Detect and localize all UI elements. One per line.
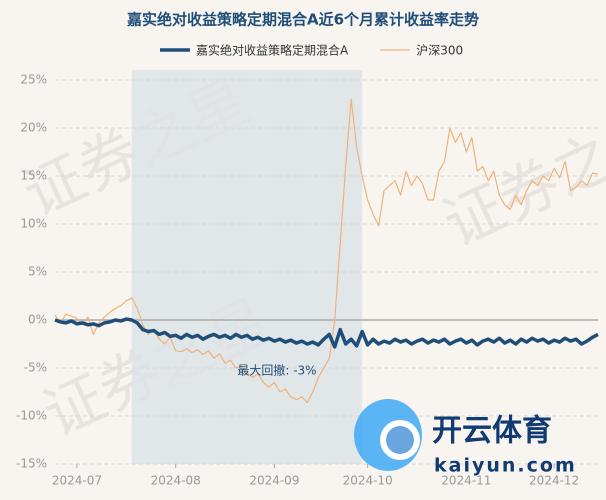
drawdown-label: 最大回撤: -3%: [237, 362, 316, 377]
plot-area: -15% -10% -5% 0% 5% 10% 15% 20% 25% 2024-07 2024-0…: [16, 70, 599, 488]
logo-text: 开云体育: [432, 414, 552, 449]
y-tick-label: -15%: [16, 457, 47, 471]
y-tick-label: 10%: [20, 217, 47, 231]
series-line: [54, 317, 599, 349]
x-tick-label: 2024-12: [529, 474, 579, 488]
chart-title: 嘉实绝对收益策略定期混合A近6个月累计收益率走势: [126, 11, 479, 29]
legend: 嘉实绝对收益策略定期混合A 沪深300: [160, 43, 463, 58]
legend-label: 沪深300: [416, 44, 463, 58]
drawdown-region: [131, 70, 363, 464]
logo-url: kaiyun.com: [434, 455, 577, 477]
y-tick-label: 0%: [28, 313, 47, 327]
y-tick-label: -5%: [24, 361, 47, 375]
y-tick-label: 5%: [28, 265, 47, 279]
x-tick-label: 2024-07: [52, 474, 102, 488]
y-tick-label: -10%: [16, 409, 47, 423]
logo-ball-inner: [386, 426, 414, 454]
legend-label: 嘉实绝对收益策略定期混合A: [196, 43, 349, 58]
x-tick-label: 2024-09: [249, 474, 299, 488]
x-tick-label: 2024-08: [151, 474, 201, 488]
logo: 开云体育 kaiyun.com: [354, 399, 577, 477]
x-tick-label: 2024-10: [343, 474, 393, 488]
y-tick-label: 15%: [20, 169, 47, 183]
y-tick-label: 20%: [20, 121, 47, 135]
x-tick-label: 2024-11: [441, 474, 491, 488]
y-tick-label: 25%: [20, 73, 47, 87]
